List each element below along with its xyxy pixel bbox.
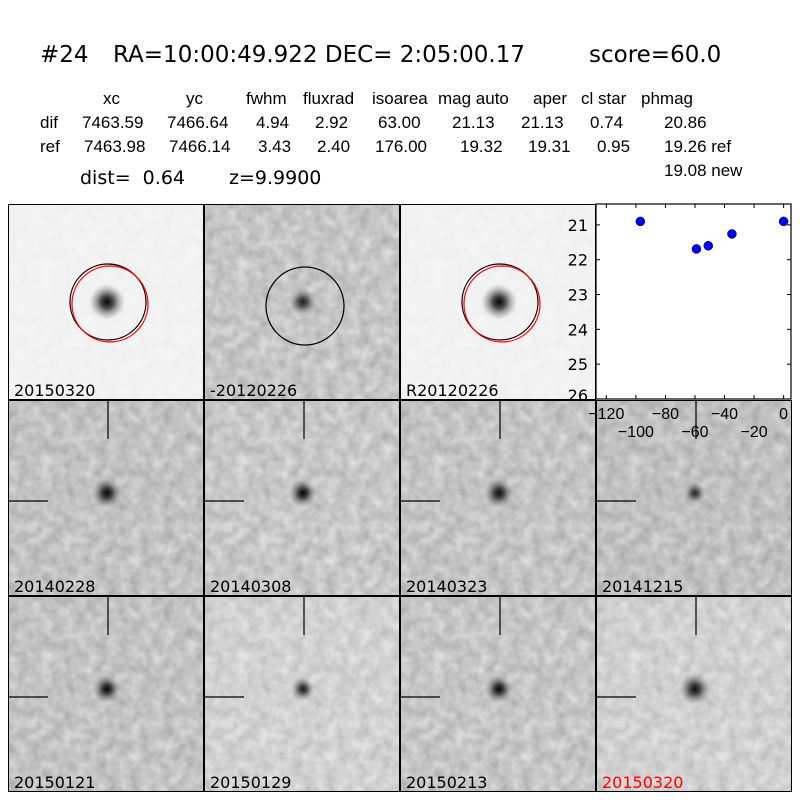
z-value: z=9.9900	[229, 167, 322, 189]
star-source	[684, 482, 706, 504]
aperture-circle-red	[463, 265, 541, 343]
column-header: fluxrad	[303, 89, 355, 108]
table-cell: 0.95	[597, 137, 631, 156]
star-source	[289, 288, 317, 316]
table-cell: 21.13	[452, 113, 495, 132]
aperture-circle-black	[265, 266, 345, 346]
table-cell: 19.26 ref	[664, 137, 732, 156]
aperture-circle-red	[71, 265, 149, 343]
panel-date-label: 20150121	[14, 773, 96, 792]
row-label: ref	[40, 137, 60, 156]
column-header: mag auto	[438, 89, 509, 108]
column-header: aper	[533, 89, 568, 108]
x-tick-label: −60	[681, 424, 708, 441]
cutout-panel: R20120226	[400, 204, 596, 400]
cutout-panel: 20141215	[596, 400, 792, 596]
table-cell: 3.43	[258, 137, 292, 156]
score: score=60.0	[589, 42, 722, 68]
row-label: dif	[40, 113, 58, 132]
panel-date-label: -20120226	[210, 381, 298, 400]
dist: dist= 0.64	[80, 167, 185, 189]
y-tick-label: 26	[568, 386, 588, 405]
x-tick-label: −100	[618, 424, 654, 441]
x-tick-label: −40	[711, 406, 738, 423]
star-source	[291, 677, 315, 701]
cutout-panel: 20150121	[8, 596, 204, 792]
cutout-panel: 20150320	[8, 204, 204, 400]
column-header: yc	[186, 89, 203, 108]
table-cell: 0.74	[590, 113, 624, 132]
aperture-circle-black	[69, 263, 147, 341]
table-cell: 7466.14	[169, 137, 231, 156]
panel-date-label: 20140323	[406, 577, 488, 596]
column-header: isoarea	[372, 89, 428, 108]
table-cell: 176.00	[375, 137, 427, 156]
cutout-panel: 20150213	[400, 596, 596, 792]
star-source	[481, 284, 517, 320]
column-header: xc	[103, 89, 120, 108]
cutout-panel: 20140323	[400, 400, 596, 596]
data-point	[703, 241, 714, 251]
x-tick-label: −80	[652, 406, 679, 423]
y-tick-label: 23	[568, 286, 588, 305]
x-tick-label: −20	[740, 424, 767, 441]
table-cell: 2.92	[315, 113, 349, 132]
candidate-id: #24	[40, 42, 89, 68]
data-point	[635, 216, 646, 227]
column-header: cl star	[581, 89, 627, 108]
panel-date-label: 20140308	[210, 577, 292, 596]
cutout-panel: 20150129	[204, 596, 400, 792]
coordinates: RA=10:00:49.922 DEC= 2:05:00.17	[113, 42, 526, 68]
panel-date-label: R20120226	[406, 381, 499, 400]
star-source	[92, 478, 122, 508]
panel-date-label: 20150320	[14, 381, 96, 400]
column-header: phmag	[641, 89, 693, 108]
phmag-new: 19.08 new	[664, 161, 743, 180]
y-tick-label: 24	[568, 320, 588, 339]
plot-area	[595, 203, 792, 400]
y-tick-label: 22	[568, 251, 588, 270]
table-cell: 63.00	[378, 113, 421, 132]
panel-date-label: 20150320	[602, 773, 684, 792]
x-tick-label: 0	[779, 406, 788, 423]
panel-date-label: 20141215	[602, 577, 684, 596]
cutout-panel: 20140228	[8, 400, 204, 596]
table-cell: 20.86	[664, 113, 707, 132]
y-tick-label: 25	[568, 355, 588, 374]
x-tick-label: −120	[588, 406, 624, 423]
star-source	[89, 284, 125, 320]
star-source	[485, 675, 513, 703]
star-source	[484, 478, 514, 508]
panel-date-label: 20150213	[406, 773, 488, 792]
table-cell: 19.32	[460, 137, 503, 156]
data-point	[691, 244, 702, 254]
star-source	[93, 675, 121, 703]
table-cell: 19.31	[528, 137, 571, 156]
table-cell: 7463.59	[82, 113, 144, 132]
table-cell: 21.13	[521, 113, 564, 132]
panel-date-label: 20150129	[210, 773, 292, 792]
data-point	[727, 229, 737, 239]
cutout-panel: 20150320	[596, 596, 792, 792]
data-point	[778, 216, 789, 227]
star-source	[289, 479, 317, 507]
cutout-panel: -20120226	[204, 204, 400, 400]
table-cell: 2.40	[317, 137, 351, 156]
column-header: fwhm	[246, 89, 287, 108]
panel-date-label: 20140228	[14, 577, 96, 596]
y-tick-label: 21	[568, 216, 588, 235]
table-cell: 4.94	[256, 113, 290, 132]
star-source	[679, 673, 711, 705]
table-cell: 7466.64	[167, 113, 229, 132]
cutout-panel: 20140308	[204, 400, 400, 596]
aperture-circle-black	[461, 263, 539, 341]
table-cell: 7463.98	[84, 137, 146, 156]
